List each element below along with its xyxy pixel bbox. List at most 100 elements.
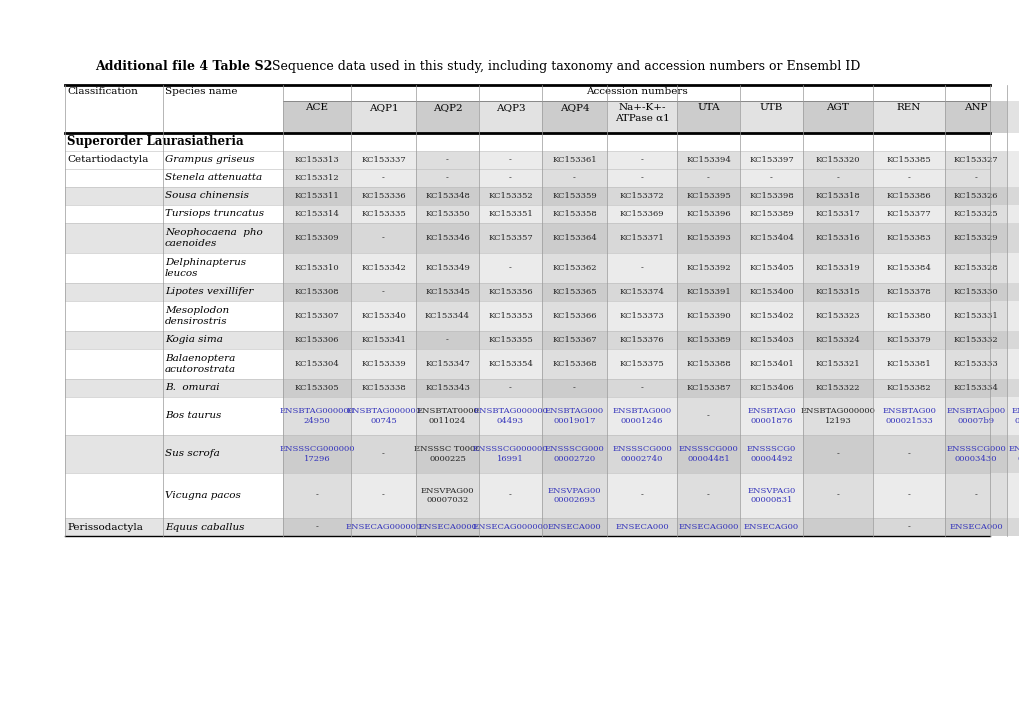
Text: Lipotes vexillifer: Lipotes vexillifer: [165, 287, 253, 297]
Bar: [802, 283, 872, 301]
Text: Sus scrofa: Sus scrofa: [165, 449, 219, 459]
Bar: [541, 187, 606, 205]
Text: KC153328: KC153328: [953, 264, 998, 272]
Text: KC153390: KC153390: [686, 312, 730, 320]
Bar: [606, 205, 677, 223]
Bar: [541, 435, 606, 473]
Bar: [541, 349, 606, 379]
Text: KC153307: KC153307: [294, 312, 339, 320]
Text: ENSECA000: ENSECA000: [547, 523, 601, 531]
Text: ENSBTAG000000
24950: ENSBTAG000000 24950: [279, 408, 354, 425]
Bar: [541, 253, 606, 283]
Bar: [479, 435, 541, 473]
Bar: [802, 349, 872, 379]
Text: KC153350: KC153350: [425, 210, 470, 218]
Text: KC153340: KC153340: [361, 312, 406, 320]
Bar: [802, 187, 872, 205]
Text: -: -: [706, 174, 709, 182]
Bar: [479, 397, 541, 435]
Text: KC153378: KC153378: [886, 288, 930, 296]
Bar: [541, 301, 606, 331]
Bar: [65, 223, 989, 253]
Bar: [872, 205, 944, 223]
Bar: [282, 435, 351, 473]
Bar: [282, 349, 351, 379]
Text: KC153316: KC153316: [815, 234, 859, 242]
Text: KC153389: KC153389: [686, 336, 731, 344]
Bar: [282, 397, 351, 435]
Bar: [479, 331, 541, 349]
Bar: [606, 253, 677, 283]
Bar: [739, 151, 802, 169]
Text: ENSSSCG000
00004481: ENSSSCG000 00004481: [678, 446, 738, 463]
Text: KC153393: KC153393: [686, 234, 731, 242]
Bar: [416, 101, 479, 133]
Text: Species name: Species name: [165, 87, 237, 96]
Bar: [872, 349, 944, 379]
Text: KC153369: KC153369: [620, 210, 663, 218]
Text: -: -: [640, 174, 643, 182]
Text: Stenela attenuatta: Stenela attenuatta: [165, 174, 262, 182]
Text: ENSSSCG000
00002740: ENSSSCG000 00002740: [611, 446, 672, 463]
Text: KC153331: KC153331: [953, 312, 998, 320]
Bar: [606, 101, 677, 133]
Bar: [606, 518, 677, 536]
Text: KC153336: KC153336: [361, 192, 406, 200]
Text: KC153345: KC153345: [425, 288, 470, 296]
Text: Sousa chinensis: Sousa chinensis: [165, 192, 249, 200]
Bar: [351, 301, 416, 331]
Text: KC153379: KC153379: [886, 336, 930, 344]
Text: ENSBTAG000000
04493: ENSBTAG000000 04493: [473, 408, 547, 425]
Bar: [416, 349, 479, 379]
Bar: [677, 301, 739, 331]
Bar: [416, 473, 479, 518]
Bar: [416, 301, 479, 331]
Text: AQP1: AQP1: [368, 103, 398, 112]
Bar: [351, 473, 416, 518]
Text: Vicugna pacos: Vicugna pacos: [165, 491, 240, 500]
Bar: [944, 101, 1006, 133]
Text: KC153346: KC153346: [425, 234, 470, 242]
Bar: [479, 349, 541, 379]
Bar: [677, 435, 739, 473]
Text: Neophocaena  pho
caenoides: Neophocaena pho caenoides: [165, 228, 263, 248]
Text: ENSECAG00: ENSECAG00: [743, 523, 798, 531]
Text: KC153317: KC153317: [815, 210, 860, 218]
Bar: [802, 223, 872, 253]
Bar: [479, 518, 541, 536]
Text: Kogia sima: Kogia sima: [165, 336, 223, 344]
Bar: [677, 151, 739, 169]
Bar: [944, 253, 1006, 283]
Bar: [802, 397, 872, 435]
Bar: [739, 205, 802, 223]
Text: -: -: [706, 492, 709, 500]
Text: KC153376: KC153376: [620, 336, 663, 344]
Text: -: -: [640, 384, 643, 392]
Bar: [65, 253, 989, 283]
Text: Accession numbers: Accession numbers: [585, 87, 687, 96]
Bar: [739, 331, 802, 349]
Text: -: -: [907, 523, 910, 531]
Bar: [606, 169, 677, 187]
Text: KC153386: KC153386: [886, 192, 930, 200]
Bar: [802, 253, 872, 283]
Bar: [739, 187, 802, 205]
Text: -: -: [836, 492, 839, 500]
Text: -: -: [706, 412, 709, 420]
Bar: [351, 253, 416, 283]
Bar: [802, 331, 872, 349]
Text: KC153311: KC153311: [294, 192, 339, 200]
Bar: [541, 169, 606, 187]
Text: KC153332: KC153332: [953, 336, 998, 344]
Text: -: -: [907, 174, 910, 182]
Bar: [802, 379, 872, 397]
Text: KC153342: KC153342: [361, 264, 406, 272]
Bar: [739, 379, 802, 397]
Text: KC153305: KC153305: [294, 384, 339, 392]
Text: AQP2: AQP2: [432, 103, 462, 112]
Bar: [606, 473, 677, 518]
Text: KC153381: KC153381: [886, 360, 930, 368]
Text: KC153308: KC153308: [294, 288, 339, 296]
Text: KC153365: KC153365: [551, 288, 596, 296]
Bar: [677, 473, 739, 518]
